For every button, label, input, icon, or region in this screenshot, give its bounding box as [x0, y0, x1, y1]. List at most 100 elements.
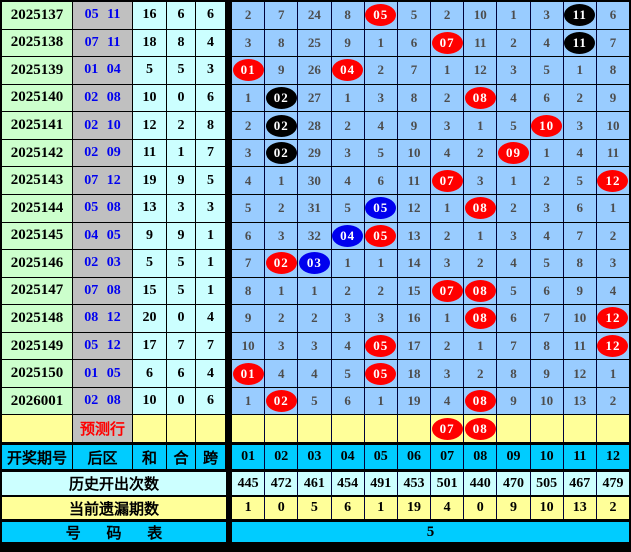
grid-cell: 26: [298, 57, 332, 84]
grid-cell: 9: [596, 84, 630, 112]
grid-cell: 12: [563, 360, 597, 387]
red-ball: 08: [464, 307, 496, 330]
grid-cell: 3: [331, 139, 365, 167]
draw-period-cell: 2025149: [2, 332, 73, 360]
history-count-row: 历史开出次数 445 472 461 454 491 453 501 440 470 505 467…: [2, 472, 630, 497]
draw-period-cell: 2025138: [2, 29, 73, 57]
draw-period-cell: 2025148: [2, 305, 73, 332]
history-count-cell: 445: [232, 472, 266, 495]
red-ball: 07: [431, 279, 463, 302]
grid-cell: 3: [530, 2, 564, 29]
history-count-cell: 491: [364, 472, 398, 495]
draw-period-cell: 2025143: [2, 167, 73, 194]
he-cell: 7: [167, 332, 196, 360]
grid-cell: [265, 415, 299, 442]
back-zone-numbers-cell: 07 11: [73, 29, 133, 57]
number-grid-row: 8 1 1 2 2 15 07 08 5 6 9 4: [232, 277, 630, 305]
grid-cell: 1: [431, 194, 465, 222]
grid-cell: 11: [464, 29, 498, 57]
divider: [226, 445, 232, 469]
he-cell: 5: [167, 57, 196, 84]
grid-cell: 7: [497, 332, 531, 360]
kua-cell: 3: [196, 194, 226, 222]
grid-cell: 2: [232, 112, 266, 139]
draw-period-cell: 2025147: [2, 277, 73, 305]
blue-ball: 05: [365, 197, 397, 220]
grid-cell: 08: [464, 277, 498, 305]
number-grid-row: 4 1 30 4 6 11 07 3 1 2 5 12: [232, 167, 630, 194]
grid-cell: 18: [397, 360, 432, 387]
sum-cell: 9: [133, 222, 167, 250]
number-grid-row: 07 08: [232, 415, 630, 442]
header-number-cell: 01: [232, 445, 266, 469]
grid-cell: 1: [232, 387, 266, 415]
grid-cell: 1: [431, 305, 465, 332]
number-grid-row: 3 02 29 3 5 10 4 2 09 1 4 11: [232, 139, 630, 167]
grid-cell: 01: [232, 360, 266, 387]
he-cell: 3: [167, 194, 196, 222]
red-ball: 05: [365, 362, 397, 385]
he-cell: 5: [167, 250, 196, 277]
grid-cell: 32: [298, 222, 332, 250]
grid-cell: 1: [563, 57, 597, 84]
grid-cell: 2: [298, 305, 332, 332]
grid-cell: [232, 415, 266, 442]
grid-cell: 02: [265, 139, 299, 167]
grid-cell: 2: [497, 194, 531, 222]
number-grid-row: 2 02 28 2 4 9 3 1 5 10 3 10: [232, 112, 630, 139]
he-cell: 6: [167, 360, 196, 387]
miss-count-cell: 5: [298, 497, 332, 519]
draw-rows-section: 2025137 05 11 16 6 6 2 7 24 8 05 5 2 10 1 3 11 6 2025138 0…: [2, 2, 630, 445]
kua-cell: 7: [196, 332, 226, 360]
miss-count-cell: 13: [563, 497, 597, 519]
divider: [226, 360, 232, 387]
miss-count-cell: 9: [497, 497, 531, 519]
grid-cell: 1: [497, 167, 531, 194]
grid-cell: 6: [497, 305, 531, 332]
grid-cell: 05: [364, 194, 398, 222]
back-zone-numbers-cell: 02 08: [73, 84, 133, 112]
header-number-cell: 09: [497, 445, 531, 469]
back-zone-numbers-cell: 08 12: [73, 305, 133, 332]
black-ball: 02: [265, 86, 297, 109]
grid-cell: 8: [596, 57, 630, 84]
divider: [226, 139, 232, 167]
grid-cell: 9: [331, 29, 365, 57]
current-miss-values: 1 0 5 6 1 19 4 0 9 10 13 2: [232, 497, 630, 519]
grid-cell: 8: [530, 332, 564, 360]
grid-cell: 27: [298, 84, 332, 112]
grid-cell: 7: [265, 2, 299, 29]
grid-cell: [530, 415, 564, 442]
grid-cell: 2: [265, 194, 299, 222]
draw-row-2025148: 2025148 08 12 20 0 4 9 2 2 3 3 16 1 08 6 7 10 12: [2, 305, 630, 333]
grid-cell: 10: [232, 332, 266, 360]
grid-cell: 4: [431, 387, 465, 415]
number-grid-row: 10 3 3 4 05 17 2 1 7 8 11 12: [232, 332, 630, 360]
grid-cell: 4: [364, 112, 398, 139]
grid-cell: 3: [530, 194, 564, 222]
grid-cell: [298, 415, 332, 442]
grid-cell: 14: [397, 250, 432, 277]
number-grid-row: 5 2 31 5 05 12 1 08 2 3 6 1: [232, 194, 630, 222]
divider: [226, 522, 232, 542]
back-zone-numbers-cell: 01 04: [73, 57, 133, 84]
grid-cell: 1: [331, 84, 365, 112]
black-ball: 11: [564, 4, 596, 27]
draw-period-cell: 2025144: [2, 194, 73, 222]
draw-row-2025138: 2025138 07 11 18 8 4 3 8 25 9 1 6 07 11 2 4 11 7: [2, 29, 630, 58]
grid-cell: 1: [298, 277, 332, 305]
sum-cell: 10: [133, 84, 167, 112]
grid-cell: 1: [596, 194, 630, 222]
grid-cell: [596, 415, 630, 442]
divider: [226, 2, 232, 29]
grid-cell: 9: [563, 277, 597, 305]
sum-cell: 5: [133, 57, 167, 84]
red-ball: 02: [265, 390, 297, 413]
divider: [226, 167, 232, 194]
blue-ball: 04: [332, 224, 364, 247]
grid-cell: 15: [397, 277, 432, 305]
he-cell: 1: [167, 139, 196, 167]
grid-cell: 1: [464, 332, 498, 360]
header-number-cell: 03: [298, 445, 332, 469]
grid-cell: [331, 415, 365, 442]
